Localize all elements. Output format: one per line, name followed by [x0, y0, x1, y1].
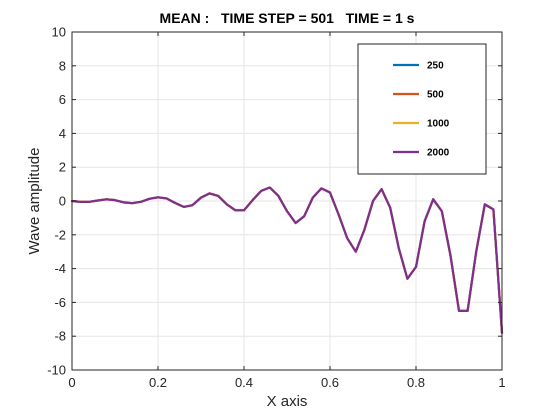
legend-box [357, 43, 487, 175]
legend-label-500: 500 [427, 90, 444, 101]
chart-title: MEAN : TIME STEP = 501 TIME = 1 s [160, 10, 415, 26]
y-tick-label: 10 [52, 25, 66, 40]
y-axis-label: Wave amplitude [26, 148, 43, 255]
grid-lines [72, 32, 502, 370]
x-tick-label: 0.2 [149, 375, 167, 390]
y-tick-label: -6 [54, 295, 66, 310]
legend: 250 500 1000 2000 [357, 43, 487, 175]
x-tick-label: 0.4 [235, 375, 253, 390]
x-tick-label: 1 [498, 375, 505, 390]
x-tick-label: 0.6 [321, 375, 339, 390]
series-line-2000 [70, 186, 504, 334]
x-tick-labels: 0 0.2 0.4 0.6 0.8 1 [68, 375, 505, 390]
x-tick-label: 0 [68, 375, 75, 390]
y-tick-label: 2 [59, 160, 66, 175]
y-tick-label: -10 [47, 363, 66, 378]
y-tick-label: -4 [54, 261, 66, 276]
x-tick-label: 0.8 [407, 375, 425, 390]
y-tick-label: 0 [59, 194, 66, 209]
y-tick-label: 6 [59, 92, 66, 107]
legend-label-1000: 1000 [427, 119, 450, 130]
y-tick-label: -8 [54, 329, 66, 344]
legend-label-250: 250 [427, 61, 444, 72]
legend-label-2000: 2000 [427, 148, 450, 159]
y-tick-labels: -10 -8 -6 -4 -2 0 2 4 6 8 10 [47, 25, 66, 378]
tick-marks [71, 31, 503, 371]
series-lines [70, 186, 504, 334]
y-tick-label: 4 [59, 126, 66, 141]
x-axis-label: X axis [267, 393, 308, 410]
y-tick-label: 8 [59, 58, 66, 73]
y-tick-label: -2 [54, 227, 66, 242]
